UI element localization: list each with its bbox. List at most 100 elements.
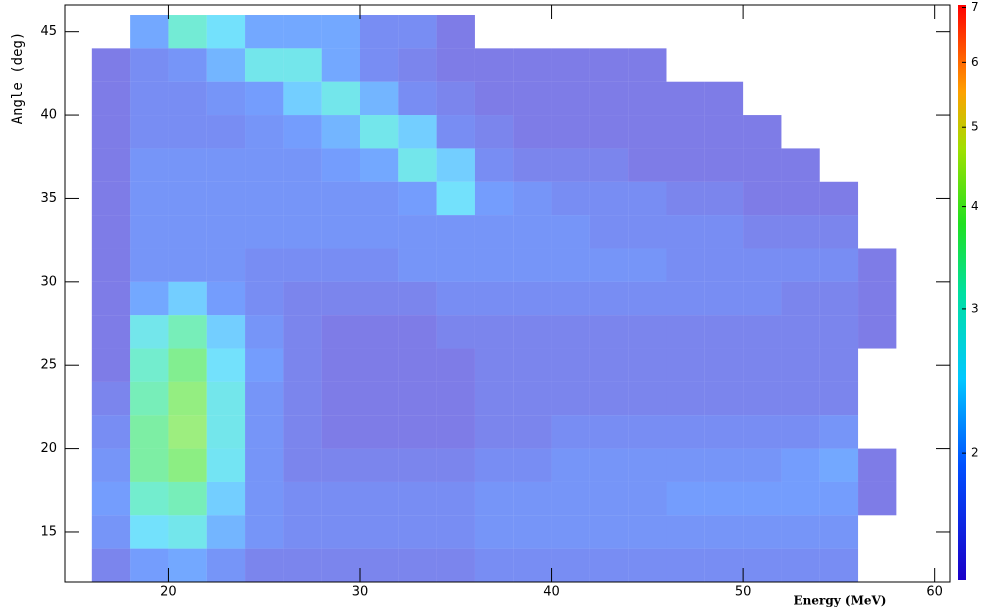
heat-cell bbox=[245, 15, 284, 49]
heat-cell bbox=[321, 281, 360, 316]
heat-cell bbox=[474, 215, 514, 249]
heat-cell bbox=[130, 348, 169, 382]
heat-cell bbox=[206, 48, 246, 82]
heat-cell bbox=[168, 81, 207, 116]
heat-cell bbox=[589, 48, 629, 82]
heat-cell bbox=[819, 181, 859, 216]
heat-cell bbox=[858, 448, 897, 482]
heat-cell bbox=[628, 415, 667, 449]
heat-cell bbox=[91, 181, 131, 216]
heat-cell bbox=[666, 448, 705, 482]
heat-cell bbox=[666, 481, 705, 516]
heat-cell bbox=[819, 215, 859, 249]
heat-cell bbox=[628, 281, 667, 316]
heat-cell bbox=[168, 315, 207, 349]
color-bar bbox=[958, 5, 966, 580]
heat-cell bbox=[436, 148, 475, 182]
heat-cell bbox=[398, 115, 437, 149]
heat-cell bbox=[781, 181, 820, 216]
heat-cell bbox=[704, 115, 744, 149]
heat-cell bbox=[130, 81, 169, 116]
heat-cell bbox=[628, 181, 667, 216]
heat-cell bbox=[474, 115, 514, 149]
x-tick-label: 30 bbox=[352, 585, 369, 600]
heat-cell bbox=[206, 215, 246, 249]
heat-cell bbox=[551, 348, 590, 382]
heat-cell bbox=[130, 315, 169, 349]
heat-cell bbox=[206, 315, 246, 349]
heat-cell bbox=[436, 415, 475, 449]
heat-cell bbox=[245, 215, 284, 249]
heat-cell bbox=[398, 48, 437, 82]
heat-cell bbox=[436, 515, 475, 549]
heat-cell bbox=[283, 48, 322, 82]
x-tick-label: 50 bbox=[735, 585, 752, 600]
heat-cell bbox=[743, 381, 782, 416]
heat-cell bbox=[436, 215, 475, 249]
heat-cell bbox=[360, 348, 399, 382]
heat-cell bbox=[283, 381, 322, 416]
heat-cell bbox=[206, 548, 246, 582]
y-tick-label: 25 bbox=[40, 358, 57, 373]
heat-cell bbox=[398, 415, 437, 449]
heat-cell bbox=[513, 248, 552, 282]
heat-cell bbox=[206, 281, 246, 316]
heat-cell bbox=[513, 548, 552, 582]
heat-cell bbox=[91, 515, 131, 549]
heat-cell bbox=[551, 48, 590, 82]
heat-cell bbox=[321, 548, 360, 582]
heat-cell bbox=[283, 115, 322, 149]
heat-cell bbox=[245, 115, 284, 149]
heat-cell bbox=[743, 215, 782, 249]
heat-cell bbox=[704, 415, 744, 449]
heat-cell bbox=[168, 215, 207, 249]
heat-cell bbox=[91, 48, 131, 82]
heat-cell bbox=[781, 415, 820, 449]
z-tick-label: 7 bbox=[971, 0, 979, 14]
heat-cell bbox=[283, 281, 322, 316]
heat-cell bbox=[436, 81, 475, 116]
heat-cell bbox=[513, 181, 552, 216]
heat-cell bbox=[206, 15, 246, 49]
x-tick-label: 60 bbox=[926, 585, 943, 600]
heat-cell bbox=[206, 148, 246, 182]
heat-cell bbox=[321, 115, 360, 149]
heat-cell bbox=[436, 248, 475, 282]
heat-cell bbox=[781, 148, 820, 182]
heat-cell bbox=[321, 81, 360, 116]
heat-cell bbox=[168, 348, 207, 382]
heat-cell bbox=[130, 281, 169, 316]
z-tick-label: 3 bbox=[971, 301, 979, 315]
heat-cell bbox=[321, 515, 360, 549]
heat-cell bbox=[666, 415, 705, 449]
heat-cell bbox=[743, 181, 782, 216]
heat-cell bbox=[781, 481, 820, 516]
heat-cell bbox=[704, 381, 744, 416]
heat-cell bbox=[283, 315, 322, 349]
heat-cell bbox=[666, 148, 705, 182]
heat-cell bbox=[743, 415, 782, 449]
heat-cell bbox=[628, 81, 667, 116]
heat-cell bbox=[321, 481, 360, 516]
heat-cell bbox=[474, 81, 514, 116]
heat-cell bbox=[398, 148, 437, 182]
heat-cell bbox=[283, 448, 322, 482]
heat-cell bbox=[551, 415, 590, 449]
heat-cell bbox=[91, 115, 131, 149]
heat-cell bbox=[858, 248, 897, 282]
y-tick-label: 15 bbox=[40, 524, 57, 539]
heat-cell bbox=[321, 315, 360, 349]
heat-cell bbox=[704, 315, 744, 349]
heat-cell bbox=[168, 15, 207, 49]
heat-cell bbox=[589, 115, 629, 149]
heat-cell bbox=[819, 548, 859, 582]
heat-cell bbox=[130, 515, 169, 549]
heat-cell bbox=[589, 248, 629, 282]
heat-cell bbox=[474, 448, 514, 482]
heat-cell bbox=[436, 315, 475, 349]
heat-cell bbox=[398, 381, 437, 416]
heat-cell bbox=[398, 181, 437, 216]
heat-cell bbox=[666, 181, 705, 216]
heat-cell bbox=[628, 481, 667, 516]
heat-cell bbox=[283, 248, 322, 282]
